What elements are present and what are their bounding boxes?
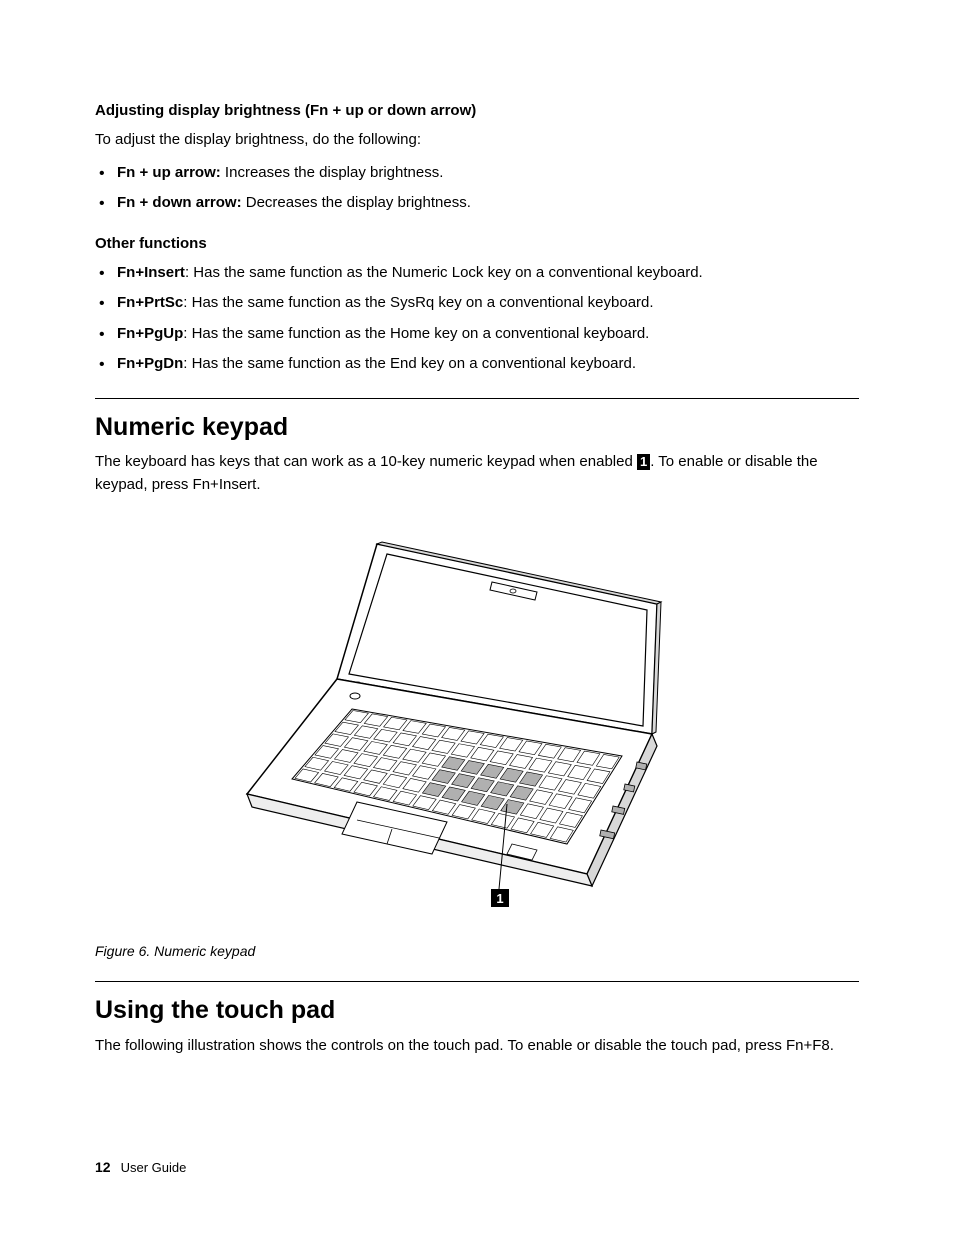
page: Adjusting display brightness (Fn + up or… [0,0,954,1235]
list-desc: : Has the same function as the SysRq key… [183,294,653,311]
brightness-list: Fn + up arrow: Increases the display bri… [95,162,859,215]
touchpad-heading: Using the touch pad [95,994,859,1027]
list-desc: : Has the same function as the Home key … [183,325,649,342]
list-item: Fn+PgDn: Has the same function as the En… [95,353,859,376]
numeric-para: The keyboard has keys that can work as a… [95,451,859,496]
list-key: Fn + up arrow: [117,164,221,181]
list-item: Fn + up arrow: Increases the display bri… [95,162,859,185]
page-footer: 12 User Guide [95,1159,186,1175]
numeric-para-a: The keyboard has keys that can work as a… [95,453,637,470]
divider [95,398,859,399]
laptop-illustration-icon: 1 [237,524,717,924]
list-key: Fn + down arrow: [117,194,242,211]
list-key: Fn+PrtSc [117,294,183,311]
other-heading: Other functions [95,233,859,254]
touchpad-para: The following illustration shows the con… [95,1035,859,1058]
list-key: Fn+PgUp [117,325,183,342]
list-key: Fn+PgDn [117,355,183,372]
list-desc: Decreases the display brightness. [242,194,471,211]
list-item: Fn+Insert: Has the same function as the … [95,262,859,285]
list-item: Fn+PgUp: Has the same function as the Ho… [95,323,859,346]
brightness-intro: To adjust the display brightness, do the… [95,129,859,152]
list-key: Fn+Insert [117,264,185,281]
list-item: Fn+PrtSc: Has the same function as the S… [95,292,859,315]
numeric-heading: Numeric keypad [95,411,859,444]
other-list: Fn+Insert: Has the same function as the … [95,262,859,376]
figure-caption: Figure 6. Numeric keypad [95,943,859,959]
callout-icon: 1 [637,454,650,470]
figure-laptop: 1 [95,524,859,929]
list-desc: Increases the display brightness. [221,164,444,181]
figure-callout-label: 1 [496,891,503,906]
list-desc: : Has the same function as the End key o… [183,355,636,372]
brightness-heading: Adjusting display brightness (Fn + up or… [95,100,859,121]
divider [95,981,859,982]
list-item: Fn + down arrow: Decreases the display b… [95,192,859,215]
footer-label: User Guide [121,1160,187,1175]
list-desc: : Has the same function as the Numeric L… [185,264,703,281]
page-number: 12 [95,1159,111,1175]
